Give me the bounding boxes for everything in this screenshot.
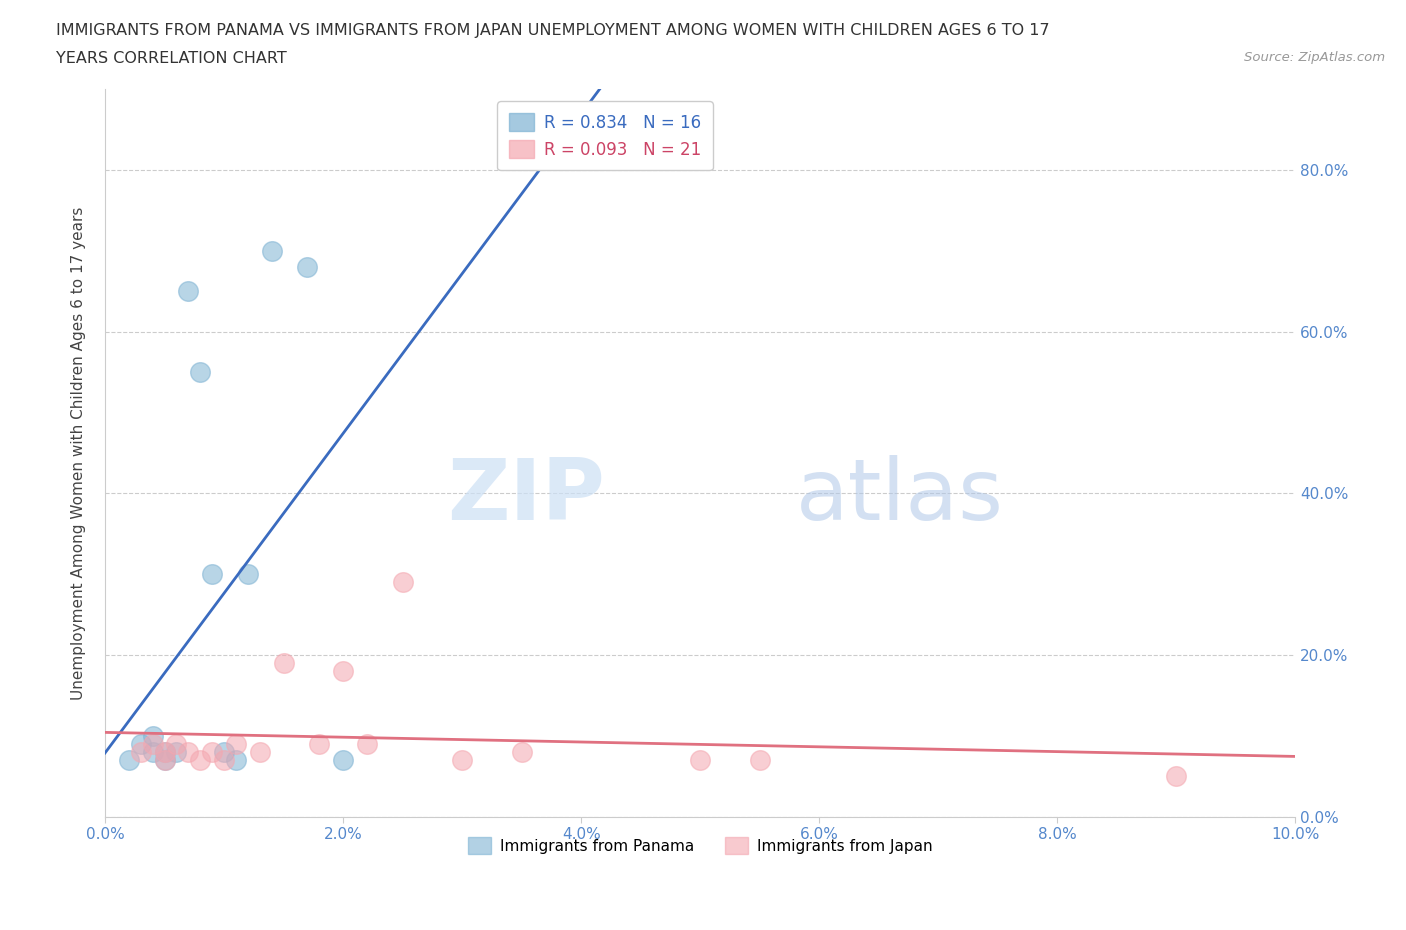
Point xyxy=(297,259,319,274)
Point xyxy=(142,737,165,751)
Point xyxy=(225,752,247,767)
Point xyxy=(689,752,711,767)
Text: IMMIGRANTS FROM PANAMA VS IMMIGRANTS FROM JAPAN UNEMPLOYMENT AMONG WOMEN WITH CH: IMMIGRANTS FROM PANAMA VS IMMIGRANTS FRO… xyxy=(56,23,1050,38)
Point xyxy=(1166,769,1188,784)
Point xyxy=(153,745,176,760)
Text: Source: ZipAtlas.com: Source: ZipAtlas.com xyxy=(1244,51,1385,64)
Point xyxy=(188,365,211,379)
Point xyxy=(201,745,224,760)
Point xyxy=(225,737,247,751)
Point xyxy=(177,284,200,299)
Point xyxy=(332,664,354,679)
Point xyxy=(391,575,413,590)
Text: ZIP: ZIP xyxy=(447,455,605,538)
Point xyxy=(142,728,165,743)
Point xyxy=(142,745,165,760)
Point xyxy=(153,745,176,760)
Point xyxy=(212,745,235,760)
Point xyxy=(153,752,176,767)
Point xyxy=(510,745,533,760)
Point xyxy=(236,566,259,581)
Point xyxy=(260,244,283,259)
Point xyxy=(129,745,152,760)
Point xyxy=(188,752,211,767)
Point xyxy=(129,737,152,751)
Point xyxy=(748,752,770,767)
Point xyxy=(356,737,378,751)
Point xyxy=(212,752,235,767)
Text: atlas: atlas xyxy=(796,455,1004,538)
Point xyxy=(332,752,354,767)
Point xyxy=(273,656,295,671)
Text: YEARS CORRELATION CHART: YEARS CORRELATION CHART xyxy=(56,51,287,66)
Point xyxy=(177,745,200,760)
Point xyxy=(249,745,271,760)
Point xyxy=(451,752,474,767)
Point xyxy=(201,566,224,581)
Point xyxy=(165,745,187,760)
Point xyxy=(165,737,187,751)
Point xyxy=(308,737,330,751)
Legend: Immigrants from Panama, Immigrants from Japan: Immigrants from Panama, Immigrants from … xyxy=(461,831,939,860)
Y-axis label: Unemployment Among Women with Children Ages 6 to 17 years: Unemployment Among Women with Children A… xyxy=(72,206,86,699)
Point xyxy=(153,752,176,767)
Point xyxy=(118,752,141,767)
